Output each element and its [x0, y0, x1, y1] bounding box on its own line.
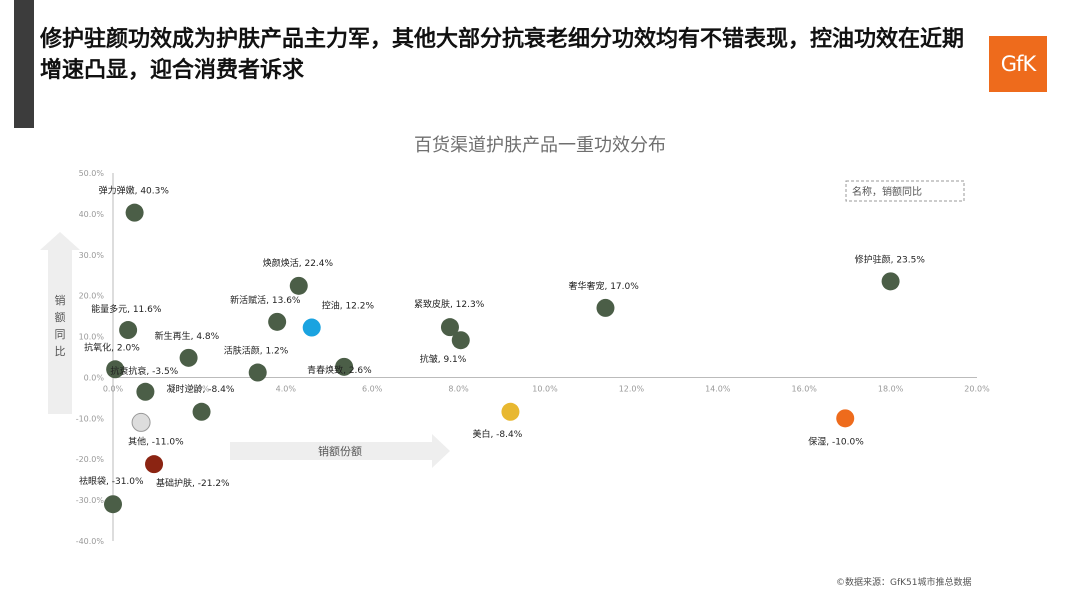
- scatter-dot: [881, 272, 900, 291]
- point-label: 青春焕致, 2.6%: [307, 364, 372, 376]
- x-tick-label: 14.0%: [705, 384, 731, 393]
- scatter-dot: [136, 382, 155, 401]
- scatter-dot: [131, 412, 151, 432]
- data-point: 活肤活颜, 1.2%: [224, 345, 289, 382]
- data-point: 基础护肤, -21.2%: [145, 455, 230, 489]
- point-label: 美白, -8.4%: [472, 428, 522, 440]
- legend-note-box: 名称，销额同比: [845, 180, 965, 202]
- x-tick-label: 8.0%: [448, 384, 469, 393]
- point-label: 凝时逆龄, -8.4%: [167, 383, 235, 395]
- scatter-dot: [104, 495, 122, 514]
- point-label: 抗皱, 9.1%: [420, 353, 467, 365]
- point-label: 奢华奢宠, 17.0%: [568, 280, 639, 292]
- x-tick-label: 2.0%: [189, 384, 210, 393]
- point-label: 保湿, -10.0%: [808, 435, 864, 447]
- data-point: 抗氧化, 2.0%: [84, 341, 140, 379]
- data-source-note: ©数据来源：GfK51城市推总数据: [836, 578, 972, 588]
- point-label: 活肤活颜, 1.2%: [224, 345, 289, 357]
- chart-axes: 0.0% 2.0% 4.0% 6.0% 8.0% 10.0% 12.0% 14.0% 16.0%…: [76, 169, 990, 546]
- x-tick-label: 12.0%: [619, 384, 645, 393]
- point-label: 新活赋活, 13.6%: [230, 294, 301, 306]
- point-label: 抗衰抗衰, -3.5%: [110, 365, 178, 377]
- point-label: 焕颜焕活, 22.4%: [263, 257, 334, 269]
- y-tick-label: -40.0%: [76, 537, 105, 546]
- y-tick-label: 10.0%: [79, 333, 105, 342]
- scatter-dot: [440, 318, 459, 337]
- data-point: 保湿, -10.0%: [808, 409, 864, 447]
- data-points: 弹力弹嫩, 40.3% 焕颜焕活, 22.4% 修护驻颜, 23.5% 奢华奢宠, 1…: [79, 185, 925, 514]
- x-tick-label: 18.0%: [878, 384, 904, 393]
- y-tick-label: 20.0%: [79, 292, 105, 301]
- y-axis-label: 销额同比: [55, 293, 66, 358]
- x-axis-arrow-shape: [230, 434, 450, 468]
- data-point: 紧致皮肤, 12.3%: [414, 298, 485, 337]
- legend-box: [845, 180, 965, 202]
- x-tick-label: 16.0%: [791, 384, 817, 393]
- data-point: 新生再生, 4.8%: [155, 330, 220, 367]
- data-point: 能量多元, 11.6%: [91, 303, 162, 340]
- legend-note: 名称，销额同比: [852, 185, 922, 198]
- x-tick-label: 20.0%: [964, 384, 990, 393]
- point-label: 修护驻颜, 23.5%: [855, 253, 926, 265]
- x-tick-label: 4.0%: [276, 384, 297, 393]
- scatter-dot: [125, 203, 144, 222]
- point-label: 基础护肤, -21.2%: [156, 477, 230, 489]
- data-point: 控油, 12.2%: [302, 300, 375, 337]
- scatter-dot: [335, 357, 354, 376]
- data-point: 凝时逆龄, -8.4%: [167, 383, 235, 421]
- point-label: 其他, -11.0%: [128, 435, 184, 447]
- y-tick-label: -20.0%: [76, 455, 105, 464]
- scatter-dot: [106, 360, 125, 379]
- point-label: 能量多元, 11.6%: [91, 303, 162, 315]
- data-point: 抗衰抗衰, -3.5%: [110, 365, 179, 401]
- scatter-dot: [302, 318, 321, 337]
- point-label: 抗氧化, 2.0%: [84, 341, 140, 353]
- scatter-dot: [119, 321, 138, 340]
- scatter-dot: [268, 312, 287, 331]
- x-tick-label: 10.0%: [532, 384, 558, 393]
- data-point: 祛眼袋, -31.0%: [79, 475, 144, 514]
- scatter-dot: [179, 348, 198, 367]
- y-axis-arrow-shape: [40, 232, 80, 414]
- scatter-dot: [192, 402, 211, 421]
- gfk-logo: GfK: [989, 36, 1047, 92]
- scatter-dot: [145, 455, 164, 474]
- scatter-dot: [836, 409, 855, 428]
- scatter-dot: [248, 363, 267, 382]
- x-tick-label: 0.0%: [103, 384, 124, 393]
- x-tick-label: 6.0%: [362, 384, 383, 393]
- data-point: 青春焕致, 2.6%: [307, 357, 372, 376]
- scatter-dot: [501, 402, 520, 421]
- y-tick-label: -30.0%: [76, 496, 105, 505]
- data-point: 奢华奢宠, 17.0%: [568, 280, 639, 317]
- data-point: 修护驻颜, 23.5%: [855, 253, 926, 291]
- scatter-dot: [289, 276, 308, 295]
- data-point: 抗皱, 9.1%: [420, 331, 470, 365]
- x-axis-label: 销额份额: [318, 444, 362, 458]
- data-point: 美白, -8.4%: [472, 402, 523, 440]
- scatter-dot: [596, 298, 615, 317]
- y-tick-label: 50.0%: [79, 169, 105, 178]
- data-point: 弹力弹嫩, 40.3%: [99, 185, 170, 222]
- y-tick-label: 30.0%: [79, 251, 105, 260]
- logo-text: GfK: [1000, 52, 1036, 76]
- point-label: 紧致皮肤, 12.3%: [414, 298, 485, 310]
- point-label: 控油, 12.2%: [322, 300, 375, 312]
- y-tick-label: 0.0%: [84, 373, 105, 382]
- data-point: 其他, -11.0%: [128, 412, 184, 447]
- point-label: 新生再生, 4.8%: [155, 330, 220, 342]
- scatter-dot: [451, 331, 470, 350]
- data-point: 新活赋活, 13.6%: [230, 294, 301, 331]
- point-label: 祛眼袋, -31.0%: [79, 475, 144, 487]
- left-accent-bar: [14, 0, 34, 128]
- data-point: 焕颜焕活, 22.4%: [263, 257, 334, 295]
- y-tick-label: -10.0%: [76, 414, 105, 423]
- page-headline: 修护驻颜功效成为护肤产品主力军，其他大部分抗衰老细分功效均有不错表现，控油功效在…: [40, 27, 965, 83]
- y-tick-label: 40.0%: [79, 210, 105, 219]
- chart-title: 百货渠道护肤产品一重功效分布: [414, 135, 666, 156]
- point-label: 弹力弹嫩, 40.3%: [99, 185, 170, 197]
